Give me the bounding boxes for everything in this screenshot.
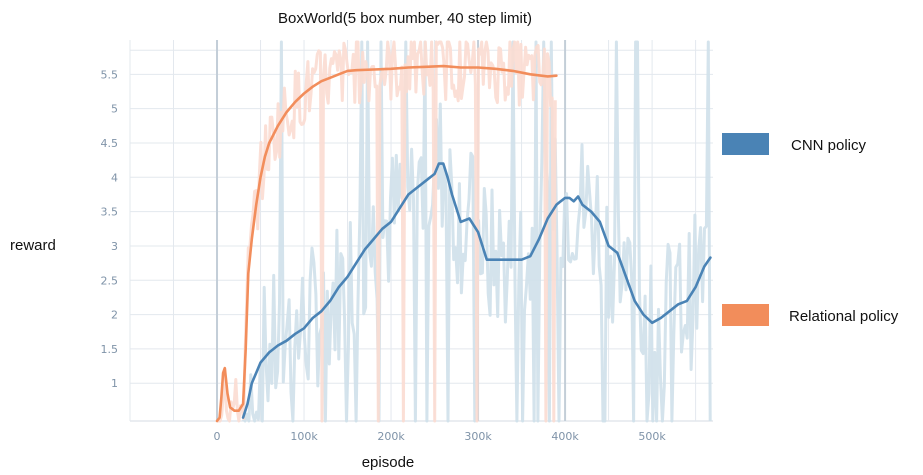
x-tick-labels: 0 100k 200k 300k 400k 500k <box>214 430 667 443</box>
chart-title: BoxWorld(5 box number, 40 step limit) <box>278 10 532 27</box>
x-tick-label: 100k <box>290 430 318 443</box>
raw-data-layer <box>217 42 710 421</box>
y-tick-labels: 1 1.5 2 2.5 3 3.5 4 4.5 5 5.5 <box>101 68 119 390</box>
legend-swatch-relational <box>722 304 769 326</box>
y-tick-label: 3 <box>111 240 118 253</box>
y-tick-label: 5.5 <box>101 68 119 81</box>
y-tick-label: 2.5 <box>101 274 119 287</box>
legend-label-cnn: CNN policy <box>791 137 867 154</box>
x-tick-label: 500k <box>638 430 666 443</box>
y-tick-label: 3.5 <box>101 206 119 219</box>
x-tick-label: 200k <box>377 430 405 443</box>
x-axis-label: episode <box>362 454 415 471</box>
y-tick-label: 1 <box>111 377 118 390</box>
y-tick-label: 4 <box>111 171 118 184</box>
y-axis-label: reward <box>10 237 56 254</box>
x-tick-label: 0 <box>214 430 221 443</box>
y-tick-label: 2 <box>111 309 118 322</box>
legend-label-relational: Relational policy <box>789 308 899 325</box>
x-tick-label: 400k <box>551 430 579 443</box>
y-tick-label: 1.5 <box>101 343 119 356</box>
y-tick-label: 5 <box>111 103 118 116</box>
legend-swatch-cnn <box>722 133 769 155</box>
legend: CNN policy Relational policy <box>722 133 899 326</box>
x-tick-label: 300k <box>464 430 492 443</box>
y-tick-label: 4.5 <box>101 137 119 150</box>
